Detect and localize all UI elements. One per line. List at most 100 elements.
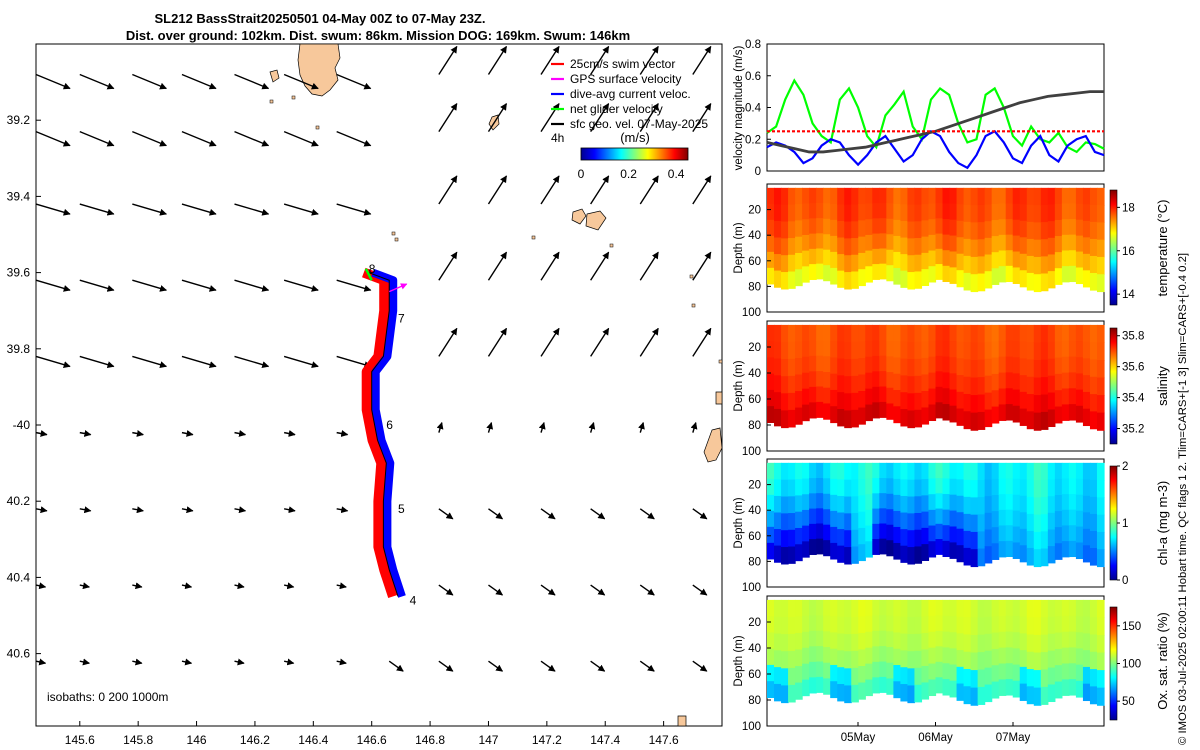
- section-cell: [1096, 187, 1105, 206]
- section-cell: [900, 684, 909, 702]
- geo-velocity-arrow: [234, 582, 245, 590]
- section-cell: [844, 272, 852, 290]
- section-cell: [809, 646, 817, 663]
- section-cell: [949, 251, 958, 268]
- section-cell: [900, 409, 909, 427]
- section-cell: [991, 203, 1000, 221]
- section-cell: [998, 187, 1007, 205]
- section-cell: [851, 633, 859, 652]
- section-colorbar-tick-label: 35.4: [1122, 393, 1145, 405]
- section-cell: [893, 235, 901, 253]
- section-cell: [935, 248, 944, 265]
- islet: [291, 95, 296, 100]
- land-patch: [677, 715, 687, 727]
- section-cell: [1047, 254, 1056, 272]
- section-cell: [879, 630, 887, 647]
- section-cell: [1040, 514, 1049, 532]
- geo-velocity-arrow: [488, 584, 504, 596]
- section-cell: [1075, 373, 1084, 391]
- section-cell: [1089, 634, 1098, 653]
- section-cell: [886, 203, 894, 220]
- section-cell: [816, 630, 824, 647]
- section-cell: [970, 239, 979, 258]
- section-cell: [1026, 686, 1035, 705]
- land-patch: [703, 427, 723, 463]
- section-cell: [1061, 234, 1070, 252]
- section-cell: [886, 493, 894, 510]
- section-cell: [858, 236, 866, 254]
- section-cell: [1026, 238, 1035, 257]
- section-cell: [921, 616, 930, 634]
- section-cell: [767, 235, 775, 253]
- section-cell: [886, 599, 894, 617]
- section-cell: [970, 274, 979, 293]
- section-cell: [998, 372, 1007, 390]
- section-cell: [991, 616, 1000, 634]
- islet: [531, 235, 536, 240]
- section-cell: [1019, 341, 1028, 359]
- section-cell: [970, 324, 979, 344]
- section-cell: [1061, 541, 1070, 558]
- geo-velocity-arrow: [590, 175, 610, 205]
- section-colorbar-label: salinity: [1155, 366, 1170, 406]
- section-cell: [970, 514, 979, 533]
- section-colorbar: [1109, 606, 1118, 721]
- section-cell: [1047, 204, 1056, 222]
- section-cell: [991, 462, 1000, 480]
- section-cell: [774, 529, 782, 547]
- section-cell: [907, 530, 916, 548]
- section-cell: [879, 676, 887, 693]
- section-cell: [1054, 665, 1063, 683]
- map-y-tick-label: 39.2: [7, 113, 31, 127]
- section-cell: [1026, 324, 1035, 343]
- section-cell: [928, 404, 937, 422]
- geo-velocity-arrow: [590, 327, 610, 357]
- section-cell: [942, 679, 951, 696]
- section-cell: [984, 496, 993, 514]
- section-cell: [1075, 510, 1084, 528]
- section-cell: [886, 372, 894, 389]
- section-cell: [949, 405, 958, 423]
- section-cell: [844, 617, 852, 635]
- section-cell: [830, 187, 838, 205]
- section-cell: [963, 530, 972, 549]
- section-cell: [781, 513, 789, 531]
- section-cell: [935, 355, 944, 372]
- section-cell: [963, 272, 972, 291]
- section-cell: [991, 390, 1000, 408]
- section-cell: [886, 462, 894, 479]
- section-cell: [942, 540, 951, 558]
- geo-velocity-arrow: [639, 175, 659, 205]
- section-cell: [1047, 187, 1056, 206]
- section-cell: [816, 340, 824, 357]
- section-cell: [851, 650, 859, 669]
- section-cell: [1089, 479, 1098, 498]
- section-cell: [837, 270, 845, 288]
- section-y-tick-label: 80: [748, 556, 761, 568]
- section-cell: [1054, 236, 1063, 253]
- islet: [315, 125, 320, 130]
- section-cell: [837, 392, 845, 410]
- section-cell: [1061, 525, 1070, 542]
- section-cell: [1096, 359, 1105, 379]
- section-cell: [921, 324, 930, 343]
- section-cell: [942, 372, 951, 389]
- section-cell: [774, 633, 782, 651]
- section-cell: [1019, 495, 1028, 513]
- geo-velocity-arrow: [132, 279, 168, 292]
- section-cell: [1047, 341, 1056, 360]
- section-cell: [1054, 390, 1063, 408]
- section-cell: [1075, 542, 1084, 560]
- section-cell: [816, 203, 824, 219]
- section-cell: [1082, 599, 1091, 618]
- section-cell: [984, 221, 993, 239]
- geo-velocity-arrow: [540, 175, 560, 205]
- section-cell: [872, 264, 880, 280]
- section-cell: [1012, 680, 1021, 698]
- section-cell: [795, 204, 803, 222]
- section-cell: [837, 254, 845, 272]
- section-cell: [921, 187, 930, 205]
- section-cell: [900, 220, 909, 239]
- section-cell: [900, 599, 909, 618]
- section-cell: [1040, 394, 1049, 413]
